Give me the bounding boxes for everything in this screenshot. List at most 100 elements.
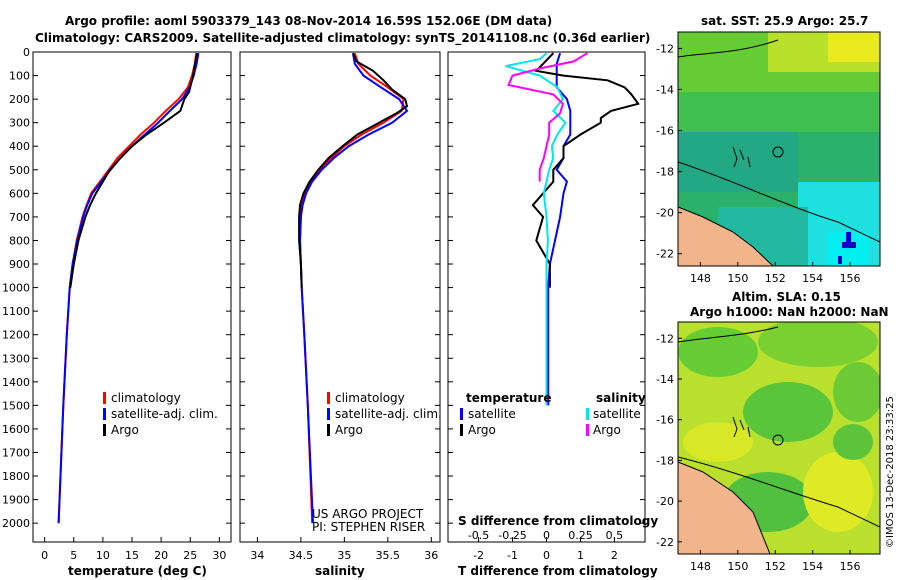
salinity-plot-frame — [239, 51, 441, 543]
legend-swatch-s-argo — [586, 424, 589, 436]
x-tick-label: 15 — [125, 549, 139, 562]
imos-stamp: ©IMOS 13-Dec-2018 23:33:25 — [885, 396, 896, 548]
lat-tick-label: -14 — [656, 373, 674, 386]
sst-map-image — [678, 32, 880, 266]
temperature-legend: climatology satellite-adj. clim. Argo — [103, 391, 218, 437]
legend-label-s-argo: Argo — [593, 423, 621, 437]
sla-map: Altim. SLA: 0.15 Argo h1000: NaN h2000: … — [656, 290, 889, 573]
lat-tick-label: -22 — [656, 536, 674, 549]
lon-tick-label: 148 — [690, 272, 711, 285]
depth-tick-label: 1900 — [2, 494, 30, 507]
s-x-tick-label: -0.5 — [468, 529, 489, 542]
depth-tick-label: 1300 — [2, 352, 30, 365]
salinity-x-axis: 34 34.5 35 35.5 36 — [250, 537, 438, 562]
lon-tick-label: 150 — [727, 272, 748, 285]
legend-swatch-argo — [103, 424, 106, 436]
sla-lon-axis: 148 150 152 154 156 — [690, 550, 861, 573]
depth-tick-label: 800 — [9, 234, 30, 247]
lat-tick-label: -16 — [656, 414, 674, 427]
legend-swatch-satellite — [327, 408, 330, 420]
series-line-t-satellite — [547, 52, 572, 406]
lon-tick-label: 150 — [727, 560, 748, 573]
sst-lat-axis: -12 -14 -16 -18 -20 -22 — [656, 42, 682, 261]
lon-tick-label: 156 — [840, 560, 861, 573]
depth-tick-label: 300 — [9, 117, 30, 130]
x-tick-label: 20 — [154, 549, 168, 562]
lat-tick-label: -18 — [656, 166, 674, 179]
s-difference-x-label: S difference from climatology — [458, 514, 658, 528]
x-tick-label: 30 — [212, 549, 226, 562]
s-x-tick-label: 0.5 — [606, 529, 624, 542]
lat-tick-label: -20 — [656, 207, 674, 220]
sst-map: sat. SST: 25.9 Argo: 25.7 -12 -14 -16 -18 -2… — [656, 14, 881, 285]
series-line-argo — [69, 52, 199, 288]
difference-panel: -2 -1 0 1 2 -0.5 -0.25 0 0.25 0.5 T difference fr… — [447, 51, 658, 578]
depth-tick-label: 1100 — [2, 305, 30, 318]
x-tick-label: 10 — [96, 549, 110, 562]
sla-lat-axis: -12 -14 -16 -18 -20 -22 — [656, 332, 682, 549]
depth-tick-label: 0 — [23, 46, 30, 59]
lon-tick-label: 152 — [765, 560, 786, 573]
legend-label-t-argo: Argo — [468, 423, 496, 437]
depth-tick-label: 600 — [9, 187, 30, 200]
sst-map-frame — [677, 31, 881, 267]
legend-swatch-satellite — [103, 408, 106, 420]
temperature-panel: 0100200300400500600700800900100011001200… — [2, 46, 232, 578]
depth-tick-label: 200 — [9, 93, 30, 106]
lon-tick-label: 156 — [840, 272, 861, 285]
series-line-climatology — [57, 53, 198, 524]
legend-label-t-satellite: satellite — [468, 407, 516, 421]
difference-legend: temperature salinity satellite Argo sate… — [460, 391, 646, 437]
lat-tick-label: -20 — [656, 495, 674, 508]
series-line-s-satellite — [505, 52, 567, 406]
depth-tick-label: 100 — [9, 70, 30, 83]
legend-swatch-climatology — [327, 392, 330, 404]
series-line-satellite-adj-clim- — [57, 53, 200, 524]
series-line-satellite-adj-clim- — [298, 53, 409, 524]
s-x-tick-label: 0.25 — [568, 529, 593, 542]
salinity-legend: climatology satellite-adj. clim. Argo — [327, 391, 442, 437]
lat-tick-label: -22 — [656, 248, 674, 261]
legend-swatch-climatology — [103, 392, 106, 404]
x-tick-label: 35 — [337, 549, 351, 562]
x-tick-label: -2 — [473, 549, 484, 562]
s-x-tick-label: 0 — [543, 529, 550, 542]
depth-tick-label: 1000 — [2, 282, 30, 295]
series-line-s-argo — [507, 52, 588, 182]
x-tick-label: 35.5 — [376, 549, 401, 562]
depth-tick-label: 1500 — [2, 399, 30, 412]
legend-swatch-t-argo — [460, 424, 463, 436]
lon-tick-label: 152 — [765, 272, 786, 285]
lat-tick-label: -16 — [656, 125, 674, 138]
legend-swatch-argo — [327, 424, 330, 436]
depth-tick-label: 1400 — [2, 376, 30, 389]
x-tick-label: -1 — [507, 549, 518, 562]
sla-map-frame — [677, 321, 881, 555]
lat-tick-label: -18 — [656, 454, 674, 467]
x-tick-label: 0 — [543, 549, 550, 562]
temperature-x-axis: 0 5 10 15 20 25 30 — [41, 537, 226, 562]
depth-tick-label: 400 — [9, 140, 30, 153]
project-label: US ARGO PROJECT — [312, 507, 424, 521]
temperature-series — [57, 52, 200, 524]
legend-label-argo: Argo — [111, 423, 139, 437]
legend-header-temperature: temperature — [466, 391, 551, 405]
title-line-1: Argo profile: aoml 5903379_143 08-Nov-20… — [65, 14, 552, 29]
lat-tick-label: -12 — [656, 332, 674, 345]
difference-x-axis: -2 -1 0 1 2 -0.5 -0.25 0 0.25 0.5 — [468, 529, 623, 562]
legend-label-satellite: satellite-adj. clim. — [111, 407, 218, 421]
depth-tick-label: 1200 — [2, 329, 30, 342]
temperature-plot-frame — [32, 51, 232, 543]
legend-label-satellite: satellite-adj. clim. — [335, 407, 442, 421]
x-tick-label: 25 — [183, 549, 197, 562]
lat-tick-label: -12 — [656, 42, 674, 55]
difference-series — [505, 52, 640, 406]
legend-label-argo: Argo — [335, 423, 363, 437]
lon-tick-label: 154 — [802, 272, 823, 285]
legend-label-s-satellite: satellite — [593, 407, 641, 421]
depth-tick-label: 700 — [9, 211, 30, 224]
sla-map-image — [678, 322, 880, 554]
depth-axis: 0 100 200 300 400 500 600 700 800 900 1000 1100 1200… — [2, 46, 231, 530]
t-difference-x-label: T difference from climatology — [458, 564, 658, 578]
